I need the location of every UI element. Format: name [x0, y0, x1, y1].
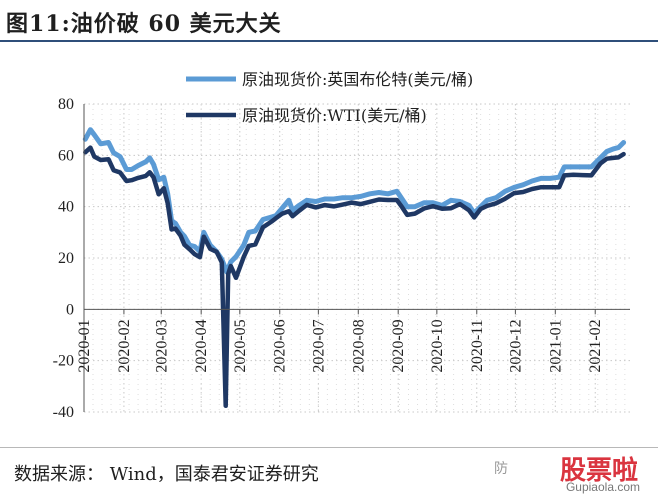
y-tick-label: 20	[58, 250, 74, 267]
watermark-logo: 防 股票啦 Gupiaola.com	[494, 450, 644, 494]
source-note: 数据来源： Wind，国泰君安证券研究	[14, 460, 319, 486]
x-tick-label: 2020-03	[153, 319, 170, 372]
x-tick-label: 2021-02	[587, 319, 604, 372]
x-tick-label: 2020-01	[76, 319, 93, 372]
x-tick-label: 2020-07	[310, 319, 327, 372]
chart-legend: 原油现货价:英国布伦特(美元/桶) 原油现货价:WTI(美元/桶)	[186, 70, 473, 125]
y-tick-label: 0	[66, 301, 74, 318]
x-tick-label: 2020-09	[390, 319, 407, 372]
x-tick-label: 2020-04	[193, 319, 210, 372]
x-tick-label: 2021-01	[547, 319, 564, 372]
watermark-url: Gupiaola.com	[566, 480, 640, 494]
y-tick-label: 60	[58, 147, 74, 164]
x-tick-label: 2020-02	[116, 319, 133, 372]
oil-price-chart: -40 -20 0 20 40 60 80 2020-01 2020-02 2020-03 2020…	[0, 0, 658, 447]
y-tick-label: -20	[53, 353, 74, 370]
watermark-note: 防	[494, 458, 508, 478]
legend-label-1: 原油现货价:WTI(美元/桶)	[242, 106, 427, 125]
y-tick-label: 80	[58, 96, 74, 113]
x-tick-label: 2020-06	[272, 319, 289, 372]
y-tick-label: 40	[58, 199, 74, 216]
footer: 数据来源： Wind，国泰君安证券研究 防 股票啦 Gupiaola.com	[0, 447, 658, 500]
x-tick-label: 2020-05	[232, 319, 249, 372]
x-tick-label: 2020-08	[350, 319, 367, 372]
x-tick-label: 2020-10	[429, 319, 446, 372]
x-tick-label: 2020-11	[469, 319, 486, 372]
x-tick-label: 2020-12	[507, 319, 524, 372]
y-tick-label: -40	[53, 404, 74, 421]
legend-label-0: 原油现货价:英国布伦特(美元/桶)	[242, 70, 473, 89]
